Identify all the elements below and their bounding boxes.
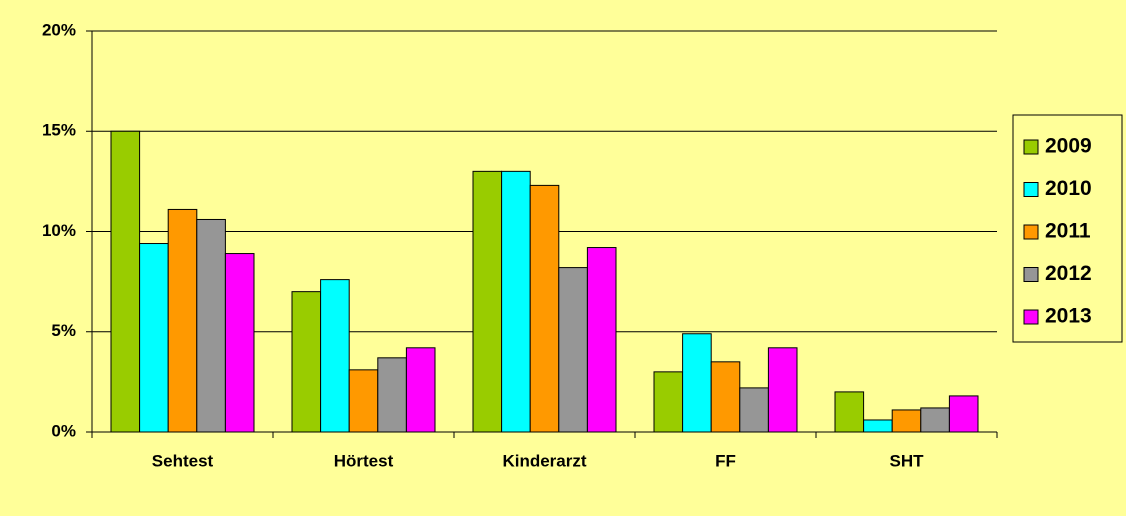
bar bbox=[501, 170, 531, 433]
legend-swatch bbox=[1023, 139, 1039, 155]
bar bbox=[920, 407, 950, 433]
bar bbox=[558, 267, 588, 433]
x-tick-label: Kinderarzt bbox=[502, 451, 586, 470]
x-tick-label: Hörtest bbox=[334, 451, 394, 470]
bar bbox=[682, 333, 712, 433]
legend-swatch bbox=[1023, 267, 1039, 282]
x-tick-label: SHT bbox=[890, 451, 925, 470]
bar bbox=[891, 409, 922, 433]
bar bbox=[863, 419, 893, 433]
legend-label: 2012 bbox=[1045, 262, 1092, 285]
bar bbox=[348, 369, 379, 433]
legend-swatch bbox=[1023, 224, 1039, 240]
legend-swatch bbox=[1023, 309, 1039, 325]
y-tick-label: 0% bbox=[51, 421, 76, 440]
bar bbox=[139, 243, 169, 433]
legend-label: 2009 bbox=[1045, 135, 1092, 158]
bar bbox=[834, 391, 865, 433]
legend-label: 2011 bbox=[1045, 220, 1091, 243]
bar bbox=[167, 208, 198, 433]
bar bbox=[948, 395, 979, 433]
bar bbox=[586, 247, 617, 433]
y-tick-label: 20% bbox=[42, 20, 76, 39]
bar bbox=[320, 279, 350, 433]
bar bbox=[710, 361, 741, 433]
bar bbox=[196, 218, 226, 433]
y-tick-label: 5% bbox=[51, 321, 76, 340]
bar bbox=[653, 371, 684, 433]
bar bbox=[110, 130, 141, 433]
x-tick-label: FF bbox=[715, 451, 736, 470]
legend-label: 2010 bbox=[1045, 177, 1092, 200]
bar bbox=[529, 184, 560, 433]
bar bbox=[377, 357, 407, 433]
y-tick-label: 15% bbox=[42, 121, 76, 140]
bar bbox=[405, 347, 436, 433]
legend-label: 2013 bbox=[1045, 305, 1092, 328]
bar bbox=[767, 347, 798, 433]
bar bbox=[472, 170, 503, 433]
bar bbox=[224, 253, 255, 433]
y-tick-label: 10% bbox=[42, 221, 76, 240]
bar bbox=[739, 387, 769, 433]
bar bbox=[291, 291, 322, 433]
legend-swatch bbox=[1023, 182, 1039, 197]
x-tick-label: Sehtest bbox=[152, 451, 214, 470]
